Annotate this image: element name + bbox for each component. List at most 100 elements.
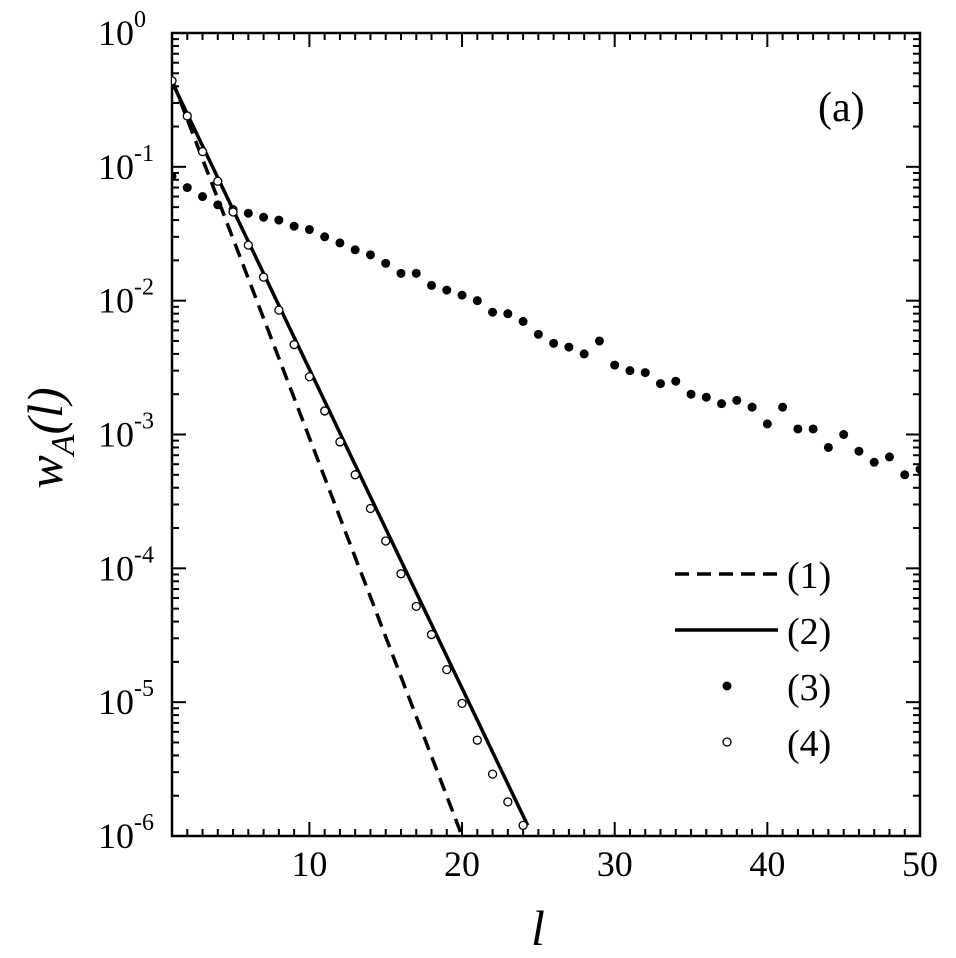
series-3-point	[472, 296, 482, 306]
y-tick-label: 100	[98, 7, 146, 53]
series-4-point	[228, 207, 238, 217]
panel-label: (a)	[818, 85, 865, 131]
x-tick-label: 40	[749, 844, 785, 884]
y-tick-label: 10-1	[98, 141, 154, 187]
series-3-point	[732, 395, 742, 405]
y-tick-label: 10-6	[98, 810, 154, 856]
series-4-point	[320, 406, 330, 416]
series-3-point	[182, 183, 192, 193]
series-3-point	[808, 424, 818, 434]
series-3-point	[503, 309, 513, 319]
x-tick-label: 20	[444, 844, 480, 884]
y-tick-label: 10-5	[98, 676, 154, 722]
series-4-point	[411, 601, 421, 611]
series-4-point	[172, 76, 177, 86]
x-tick-label: 30	[597, 844, 633, 884]
series-4-point	[213, 176, 223, 186]
series-3-point	[640, 368, 650, 378]
series-3-point	[778, 402, 788, 412]
series-4-point	[426, 629, 437, 640]
x-tick-labels: 10 20 30 40 50	[291, 844, 938, 884]
series-3-point	[259, 212, 269, 222]
plot-frame-group	[170, 31, 922, 838]
series-3-point	[625, 366, 635, 376]
series-4-point	[182, 111, 192, 121]
y-axis-title-arg: (l)	[17, 387, 73, 434]
series-3-point	[411, 268, 421, 278]
y-tick-label: 10-2	[98, 275, 154, 321]
series-3-point	[381, 258, 391, 268]
series-3-point	[243, 208, 253, 218]
series-3-point	[823, 442, 833, 452]
series-3-point	[335, 238, 345, 248]
series-3-point	[793, 424, 803, 434]
y-axis-title-sub: A	[45, 434, 82, 457]
series-3-point	[365, 250, 375, 260]
y-axis-title: wA(l)	[17, 387, 82, 488]
series-3-point	[304, 225, 314, 235]
series-1-line	[172, 78, 464, 836]
legend-label-4: (4)	[787, 723, 831, 765]
series-4-point	[442, 664, 452, 675]
y-tick-labels: 100 10-1 10-2 10-3 10-4 10-5 10-6	[98, 7, 154, 856]
series-3-point	[213, 200, 223, 210]
series-3-point	[172, 171, 177, 181]
series-3-point	[717, 399, 727, 409]
series-3-point	[320, 232, 330, 242]
series-3-point	[457, 290, 467, 300]
series-4-point	[472, 735, 482, 745]
series-4-point	[274, 305, 284, 315]
x-tick-label: 50	[902, 844, 938, 884]
series-3-point	[915, 464, 920, 474]
y-tick-label: 10-3	[98, 409, 154, 455]
series-3-point	[518, 316, 528, 326]
series-4-point	[365, 503, 376, 514]
series-4-point	[487, 769, 498, 779]
series-3-point	[442, 285, 452, 295]
legend-label-2: (2)	[787, 611, 831, 653]
series-3-point	[396, 268, 406, 278]
series-4-point	[350, 470, 360, 480]
series-4-point	[503, 797, 513, 807]
series-3-point	[198, 192, 208, 202]
series-3-point	[884, 452, 894, 462]
legend-swatch-3	[722, 681, 732, 691]
legend-label-3: (3)	[787, 667, 831, 709]
series-layer	[172, 76, 920, 836]
series-4-point	[289, 339, 299, 350]
series-3-point	[854, 446, 864, 456]
series-3-point	[686, 389, 696, 399]
series-4-point	[197, 146, 208, 157]
series-3-point	[610, 360, 620, 370]
series-3-point	[579, 349, 589, 359]
series-3-point	[289, 221, 299, 231]
series-4-point	[381, 536, 391, 546]
series-4-point	[396, 569, 406, 579]
svg-text:wA(l): wA(l)	[17, 387, 82, 488]
axis-ticks	[171, 32, 921, 837]
x-tick-label: 10	[291, 844, 327, 884]
x-axis-title: l	[531, 900, 545, 956]
series-4-point	[304, 372, 315, 382]
series-2-line	[172, 81, 530, 827]
series-3-point	[747, 402, 757, 412]
series-4-point	[335, 437, 345, 447]
series-3-point	[274, 215, 284, 225]
series-3-point	[900, 470, 910, 480]
series-3-point	[533, 329, 543, 339]
y-axis-title-main: w	[17, 455, 73, 488]
series-4-point	[258, 272, 269, 282]
series-3-point	[701, 392, 711, 402]
series-3-point	[762, 419, 772, 429]
series-3-point	[594, 336, 604, 346]
series-3-point	[488, 307, 498, 317]
series-3-point	[350, 245, 360, 255]
series-3-point	[655, 379, 665, 389]
legend: (1) (2) (3) (4)	[675, 555, 831, 765]
series-3-point	[869, 457, 879, 467]
plot-frame	[170, 31, 922, 838]
series-4-point	[243, 240, 253, 250]
series-4-point	[518, 820, 528, 831]
series-4-point	[457, 698, 467, 708]
